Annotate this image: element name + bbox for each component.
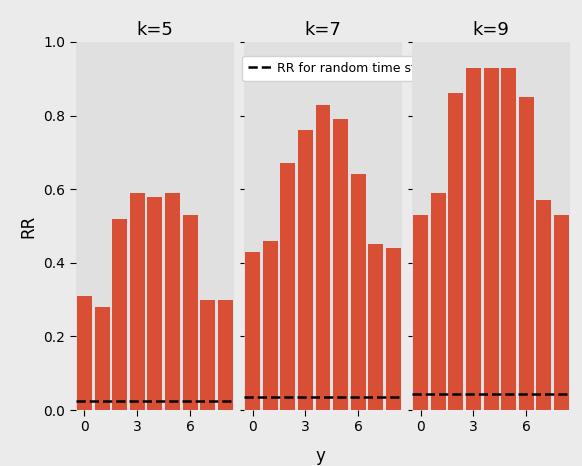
Title: k=9: k=9	[473, 21, 509, 39]
Bar	[165, 193, 180, 410]
Bar	[554, 215, 569, 410]
Legend: RR for random time step: RR for random time step	[242, 55, 438, 81]
Bar	[130, 193, 145, 410]
Bar	[147, 197, 162, 410]
Bar	[501, 68, 516, 410]
Title: k=5: k=5	[137, 21, 173, 39]
Bar	[95, 307, 109, 410]
Bar	[262, 241, 278, 410]
Bar	[245, 252, 260, 410]
Bar	[315, 104, 331, 410]
Bar	[77, 296, 92, 410]
Bar	[112, 219, 127, 410]
Bar	[281, 164, 295, 410]
Bar	[351, 174, 365, 410]
Bar	[519, 97, 534, 410]
Bar	[537, 200, 551, 410]
Text: y: y	[315, 447, 325, 466]
Bar	[484, 68, 499, 410]
Bar	[183, 215, 198, 410]
Bar	[368, 244, 384, 410]
Bar	[386, 248, 401, 410]
Bar	[448, 94, 463, 410]
Bar	[466, 68, 481, 410]
Y-axis label: RR: RR	[20, 214, 38, 238]
Bar	[333, 119, 348, 410]
Bar	[298, 130, 313, 410]
Title: k=7: k=7	[304, 21, 342, 39]
Bar	[218, 300, 233, 410]
Bar	[413, 215, 428, 410]
Bar	[431, 193, 446, 410]
Bar	[200, 300, 215, 410]
